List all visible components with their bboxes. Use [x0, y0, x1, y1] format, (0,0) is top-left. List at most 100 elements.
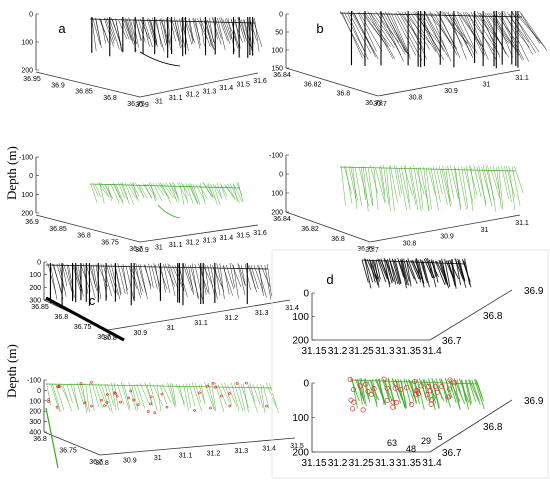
profile-line [162, 183, 174, 198]
profile-line [413, 165, 422, 212]
highlight-mark [153, 411, 157, 415]
profile-line [373, 166, 379, 210]
highlight-mark [368, 391, 374, 398]
profile-line [182, 17, 188, 46]
x-tick-label: 31.4 [285, 305, 299, 312]
profile-line [445, 379, 451, 399]
profile-line [407, 258, 418, 285]
descending-track [157, 204, 181, 219]
profile-line [447, 165, 454, 198]
y-tick-label: 36.82 [304, 81, 322, 88]
profile-line [231, 263, 242, 288]
highlight-mark [165, 405, 169, 409]
profile-line [436, 166, 443, 195]
profile-line [383, 258, 391, 288]
highlight-mark [119, 400, 122, 404]
profile-line [63, 263, 74, 295]
x-tick-label: 31.25 [349, 346, 374, 357]
profile-line [204, 264, 210, 295]
highlight-mark [57, 384, 61, 388]
x-tick-label: 31 [483, 82, 491, 89]
y-tick-label: 36.95 [23, 76, 41, 83]
profile-line [86, 264, 96, 299]
z-tick-label: 200 [292, 448, 309, 459]
profile-line [211, 265, 222, 287]
profile-line [106, 17, 116, 41]
profile-line [400, 259, 407, 289]
profile-line [455, 167, 461, 208]
highlight-mark [371, 386, 377, 392]
profile-line [247, 263, 258, 293]
z-tick-label: 0 [37, 259, 41, 266]
y-tick-label: 36.7 [129, 246, 143, 253]
profile-line [95, 17, 102, 49]
profile-line [416, 11, 437, 51]
highlight-mark [136, 403, 140, 407]
profile-line [46, 383, 52, 406]
profile-line [388, 165, 395, 211]
profile-line [189, 264, 200, 300]
profile-line [112, 19, 121, 43]
profile-line [351, 379, 358, 409]
profile-line [177, 182, 188, 200]
x-axis-line [139, 72, 259, 98]
profile-line [120, 182, 130, 205]
profile-line [354, 166, 362, 207]
profile-line [404, 164, 410, 203]
profile-line [115, 184, 124, 203]
highlight-mark [418, 383, 424, 389]
profile-line [390, 165, 398, 203]
highlight-mark [83, 401, 87, 405]
profile-lines [361, 257, 472, 289]
profile-line [501, 165, 509, 200]
profile-line [393, 259, 401, 285]
profile-line [123, 383, 131, 409]
x-tick-label: 31.2 [207, 450, 221, 457]
y-axis-line [35, 71, 141, 98]
profile-line [125, 18, 132, 39]
x-tick-label: 31.2 [328, 458, 348, 469]
profile-line [230, 19, 240, 51]
z-tick-label: 200 [29, 409, 41, 416]
y-tick-label: 36.8 [483, 311, 503, 322]
y-tick-label: 36.82 [301, 226, 319, 233]
x-tick-label: 31.3 [203, 237, 217, 244]
profile-line [340, 11, 366, 60]
z-tick-label: 0 [29, 173, 33, 180]
profile-line [385, 259, 393, 284]
profile-line [379, 166, 386, 202]
profile-line [207, 265, 216, 299]
highlight-mark [90, 380, 93, 384]
x-tick-label: 30.8 [409, 95, 423, 102]
x-tick-label: 31.1 [515, 75, 529, 82]
profile-line [139, 383, 149, 404]
profile-line [224, 382, 233, 406]
profile-line [393, 13, 417, 56]
profile-line [158, 182, 168, 197]
highlight-mark [220, 394, 223, 398]
profile-line [464, 258, 471, 285]
profile-line [207, 182, 214, 197]
profile-line [121, 182, 129, 200]
profile-line [233, 183, 238, 202]
profile-line [220, 382, 230, 403]
profile-line [433, 166, 441, 203]
highlight-mark [351, 386, 357, 393]
profile-line [135, 263, 142, 295]
profile-line [514, 166, 524, 194]
profile-line [156, 19, 162, 47]
profile-line [340, 166, 346, 206]
profile-line [160, 262, 166, 293]
x-tick-label: 31.4 [422, 458, 442, 469]
profile-line [480, 13, 501, 58]
annotation-label: 48 [406, 444, 416, 454]
profile-line [92, 17, 101, 46]
highlight-mark [127, 396, 131, 400]
profile-lines [89, 181, 244, 206]
panel-letter: b [316, 21, 323, 36]
profile-line [242, 383, 249, 413]
y-tick-label: 36.9 [25, 219, 39, 226]
profile-line [461, 165, 469, 209]
profile-line [492, 12, 520, 56]
